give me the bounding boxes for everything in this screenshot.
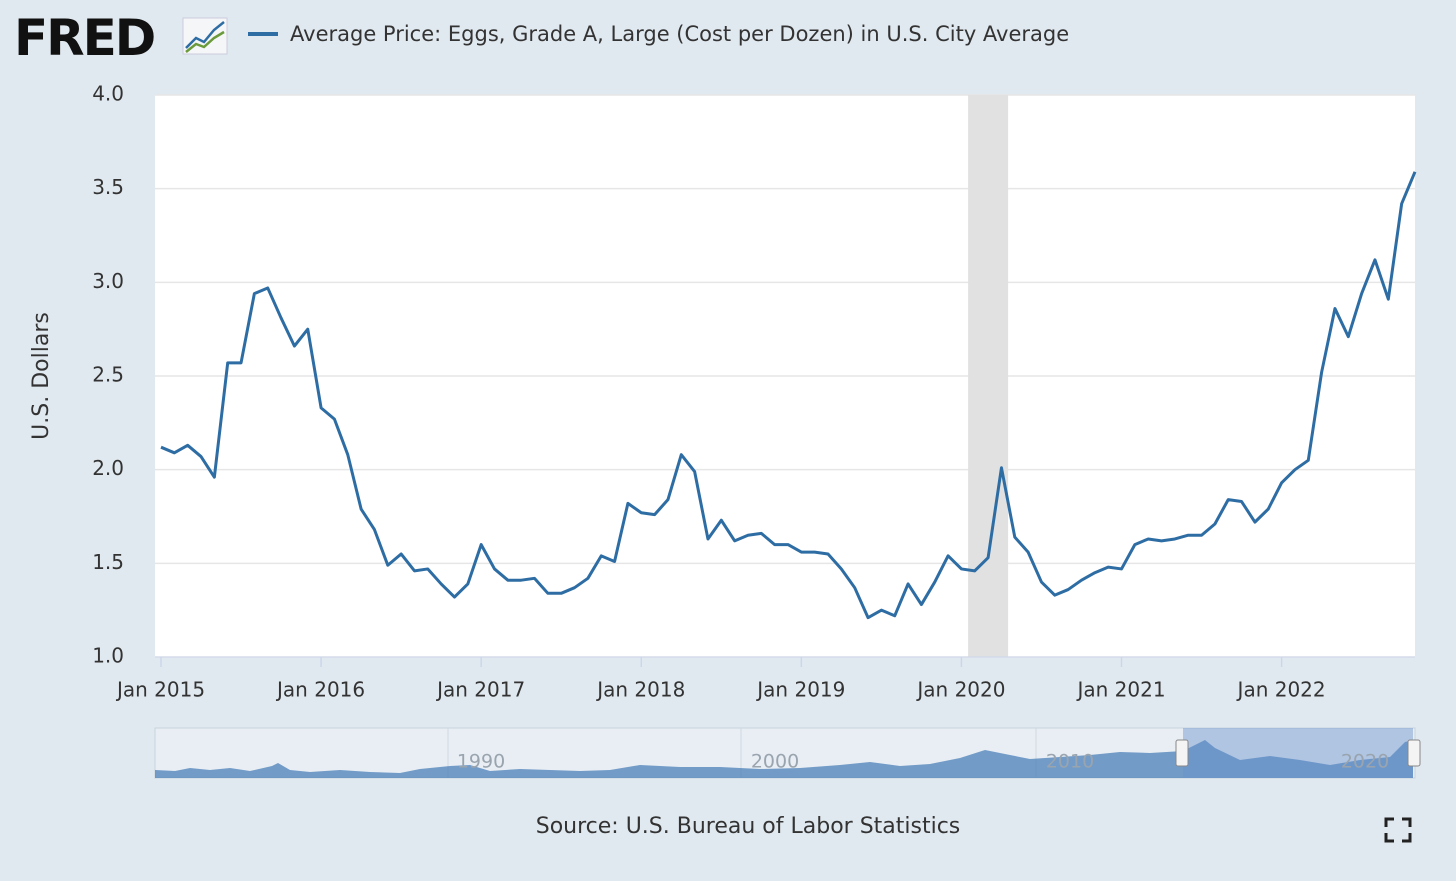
x-tick-label: Jan 2018: [595, 678, 685, 702]
legend-label: Average Price: Eggs, Grade A, Large (Cos…: [290, 22, 1069, 46]
y-tick-label: 3.5: [92, 175, 124, 199]
fullscreen-button[interactable]: [1384, 817, 1412, 843]
navigator-label: 1990: [457, 751, 505, 773]
x-tick-label: Jan 2021: [1075, 678, 1165, 702]
y-axis-label: U.S. Dollars: [29, 312, 54, 440]
source: Source: U.S. Bureau of Labor Statistics: [536, 814, 961, 839]
x-tick-label: Jan 2022: [1236, 678, 1326, 702]
x-tick-label: Jan 2016: [275, 678, 365, 702]
x-tick-label: Jan 2015: [115, 678, 205, 702]
x-tick-label: Jan 2017: [435, 678, 525, 702]
y-tick-label: 2.0: [92, 456, 124, 480]
recession-shade: [968, 95, 1009, 657]
navigator-label: 2020: [1341, 751, 1389, 773]
navigator-label: 2010: [1046, 751, 1094, 773]
y-tick-label: 2.5: [92, 363, 124, 387]
data-line: [160, 171, 1417, 620]
y-tick-label: 1.0: [92, 644, 124, 668]
y-tick-label: 4.0: [92, 82, 124, 106]
x-tick-label: Jan 2020: [915, 678, 1005, 702]
logo-icon: [182, 17, 228, 55]
y-tick-label: 1.5: [92, 550, 124, 574]
navigator-label: 2000: [751, 751, 799, 773]
y-tick-label: 3.0: [92, 269, 124, 293]
x-tick-label: Jan 2019: [755, 678, 845, 702]
logo: FRED: [14, 9, 154, 67]
navigator: [154, 727, 1421, 779]
